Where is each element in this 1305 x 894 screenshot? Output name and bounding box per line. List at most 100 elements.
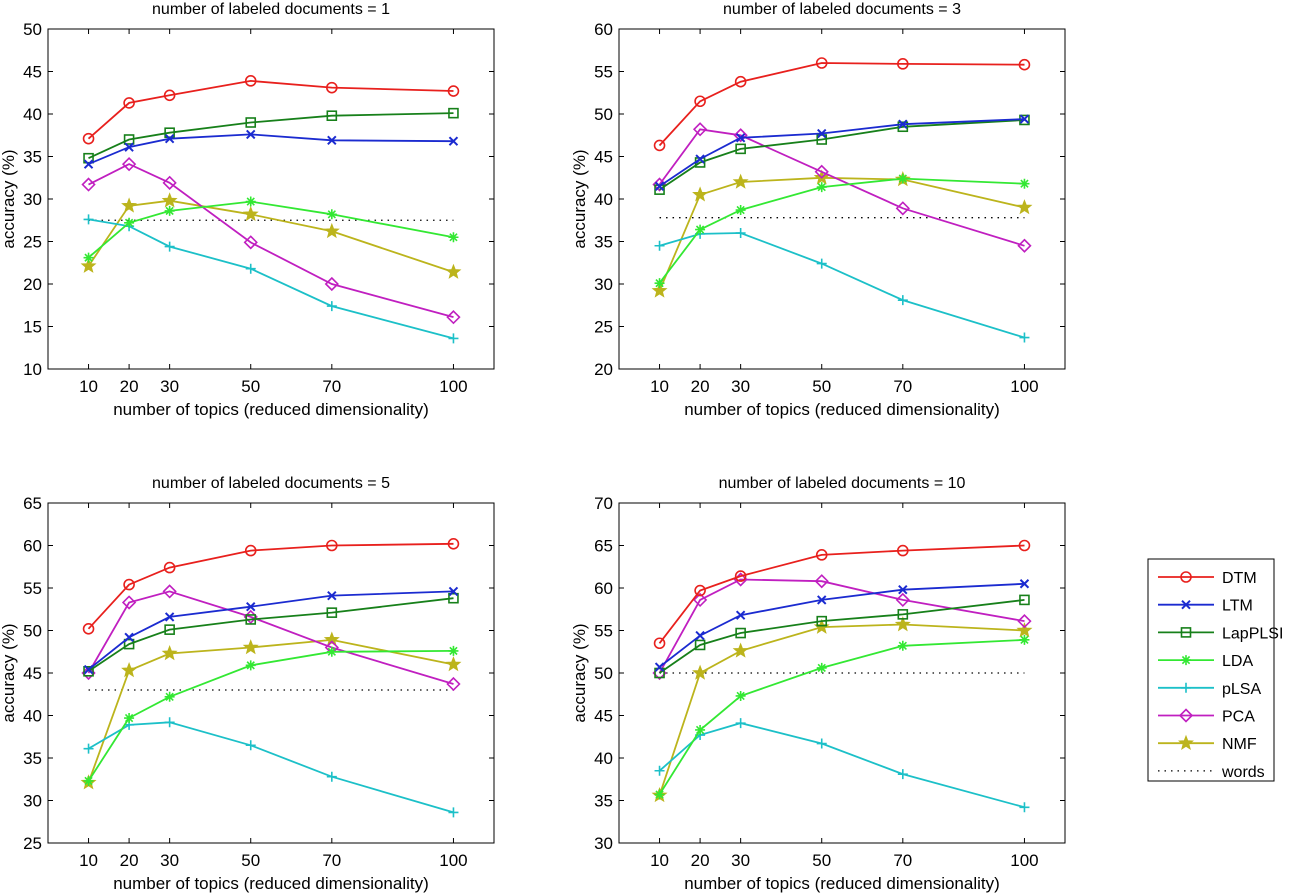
data-point-nmf	[80, 257, 97, 273]
data-point-ltm	[654, 181, 665, 191]
data-point-ltm	[898, 119, 908, 129]
data-point-nmf	[323, 631, 340, 647]
data-point-dtm	[815, 549, 828, 561]
legend-marker	[1181, 682, 1191, 693]
series-line-lda	[658, 639, 1025, 795]
data-point-dtm	[653, 637, 666, 650]
x-axis-label: number of topics (reduced dimensionality…	[684, 400, 1000, 419]
x-tick-label: 70	[893, 377, 912, 396]
series-line-nmf	[658, 623, 1025, 796]
y-tick-label: 35	[23, 749, 42, 768]
x-tick-label: 100	[439, 377, 467, 396]
data-point-dtm	[244, 544, 257, 557]
legend-label: LTM	[1222, 598, 1253, 615]
x-tick-label: 30	[731, 851, 750, 870]
y-tick-label: 20	[594, 360, 613, 379]
series-line-plsa	[659, 232, 1025, 339]
x-tick-label: 100	[1010, 377, 1038, 396]
data-point-plsa	[245, 740, 256, 751]
data-point-ltm	[654, 662, 665, 672]
plot-area	[618, 28, 1066, 370]
data-point-pca	[733, 128, 748, 143]
legend-label: pLSA	[1222, 681, 1261, 698]
legend-label: LDA	[1222, 653, 1253, 670]
data-point-plsa	[816, 258, 827, 269]
x-tick-label: 50	[241, 377, 260, 396]
data-point-ltm	[246, 129, 256, 140]
x-tick-label: 10	[79, 851, 98, 870]
data-point-pca	[814, 574, 829, 589]
data-point-pca	[1017, 238, 1032, 253]
data-point-nmf	[445, 263, 462, 279]
data-point-nmf	[1016, 622, 1033, 638]
y-tick-label: 45	[594, 707, 613, 726]
data-point-plsa	[735, 718, 746, 729]
data-point-lapplsi	[897, 121, 909, 133]
data-point-lapplsi	[654, 667, 665, 679]
series-ltm	[83, 586, 459, 675]
data-point-nmf	[323, 222, 340, 239]
y-tick-label: 10	[23, 360, 42, 379]
series-line-lapplsi	[88, 112, 454, 160]
series-lapplsi	[83, 592, 459, 677]
data-point-lda	[448, 232, 459, 243]
data-point-ltm	[83, 664, 94, 675]
legend-marker	[1178, 734, 1194, 750]
x-tick-label: 20	[120, 377, 139, 396]
data-point-dtm	[326, 81, 338, 94]
chart-panel-3: number of labeled documents = 5 25 30 35 40 4…	[0, 475, 495, 893]
data-point-pca	[814, 164, 829, 179]
data-point-pca	[895, 201, 910, 216]
legend-item-lapplsi: LapPLSI	[1158, 625, 1283, 642]
y-tick-label: 25	[23, 233, 42, 252]
y-tick-label: 60	[594, 20, 613, 39]
x-tick-label: 50	[812, 851, 831, 870]
legend: DTM LTM LapPLSI LDA pLSA PCA NMF words	[1147, 558, 1283, 782]
data-point-ltm	[448, 586, 459, 597]
series-line-ltm	[658, 118, 1025, 188]
data-point-ltm	[164, 133, 175, 144]
data-point-dtm	[447, 85, 460, 97]
legend-item-words: words	[1158, 764, 1265, 781]
y-tick-label: 40	[23, 105, 42, 124]
data-point-dtm	[82, 132, 95, 145]
series-line-lapplsi	[87, 597, 454, 673]
data-point-plsa	[83, 743, 94, 754]
y-tick-label: 40	[594, 749, 613, 768]
data-point-plsa	[735, 228, 746, 238]
y-tick-label: 30	[23, 792, 42, 811]
data-point-lapplsi	[83, 152, 94, 164]
data-point-plsa	[164, 241, 175, 252]
series-lapplsi	[83, 107, 459, 164]
series-lda	[654, 173, 1030, 289]
data-point-ltm	[1019, 579, 1030, 589]
data-point-plsa	[245, 263, 256, 274]
y-tick-label: 30	[594, 275, 613, 294]
data-point-lapplsi	[897, 609, 909, 620]
data-point-plsa	[654, 240, 665, 251]
data-point-pca	[692, 122, 708, 137]
x-tick-label: 100	[1010, 851, 1038, 870]
series-line-ltm	[88, 133, 454, 165]
data-point-lda	[735, 690, 746, 701]
data-point-lapplsi	[326, 607, 338, 618]
series-line-lda	[87, 650, 454, 782]
legend-label: DTM	[1222, 570, 1257, 587]
y-tick-label: 60	[594, 579, 613, 598]
legend-marker	[1178, 708, 1194, 723]
x-tick-label: 70	[322, 851, 341, 870]
x-tick-label: 30	[160, 851, 179, 870]
data-point-ltm	[124, 142, 134, 152]
data-point-lapplsi	[326, 110, 338, 121]
data-point-plsa	[897, 295, 908, 306]
data-point-lda	[816, 662, 827, 673]
data-point-ltm	[327, 590, 337, 601]
data-point-dtm	[694, 584, 706, 597]
legend-marker	[1180, 571, 1192, 583]
data-point-plsa	[654, 765, 665, 776]
series-line-ltm	[87, 590, 454, 671]
data-point-plsa	[448, 807, 459, 818]
x-tick-label: 20	[120, 851, 139, 870]
plot-area	[47, 28, 495, 370]
